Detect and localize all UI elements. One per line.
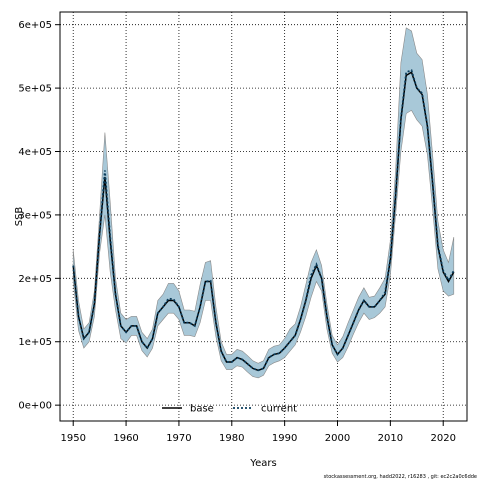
y-tick-label: 1e+05	[18, 337, 52, 348]
y-tick-label: 0e+00	[18, 401, 52, 412]
y-tick-label: 2e+05	[18, 274, 52, 285]
x-tick-label: 1960	[113, 433, 138, 444]
x-tick-label: 2000	[325, 433, 350, 444]
x-axis-label: Years	[249, 458, 276, 469]
y-axis: 0e+00 1e+05 2e+05 3e+05 4e+05 5e+05 6e+05	[18, 20, 60, 412]
x-tick-label: 1980	[219, 433, 244, 444]
x-tick-label: 2010	[378, 433, 403, 444]
y-axis-label: SSB	[14, 207, 25, 227]
confidence-band	[72, 27, 455, 379]
y-tick-label: 6e+05	[18, 20, 52, 31]
y-tick-label: 5e+05	[18, 84, 52, 95]
x-tick-label: 1990	[272, 433, 297, 444]
confidence-band-area	[72, 27, 455, 379]
legend: base current	[162, 404, 297, 415]
y-tick-label: 3e+05	[18, 210, 52, 221]
x-tick-label: 2020	[430, 433, 455, 444]
y-tick-label: 4e+05	[18, 147, 52, 158]
legend-label-current: current	[261, 404, 297, 415]
x-tick-label: 1970	[166, 433, 191, 444]
credit-text: stockassessment.org, hadd2022, r16283 , …	[324, 474, 477, 480]
series-line-base	[72, 71, 455, 372]
x-tick-label: 1950	[60, 433, 85, 444]
plot-frame	[59, 11, 468, 422]
legend-label-base: base	[190, 404, 214, 415]
x-axis: 1950 1960 1970 1980 1990 2000 2010 2020	[60, 421, 456, 444]
series-lines	[72, 69, 455, 372]
